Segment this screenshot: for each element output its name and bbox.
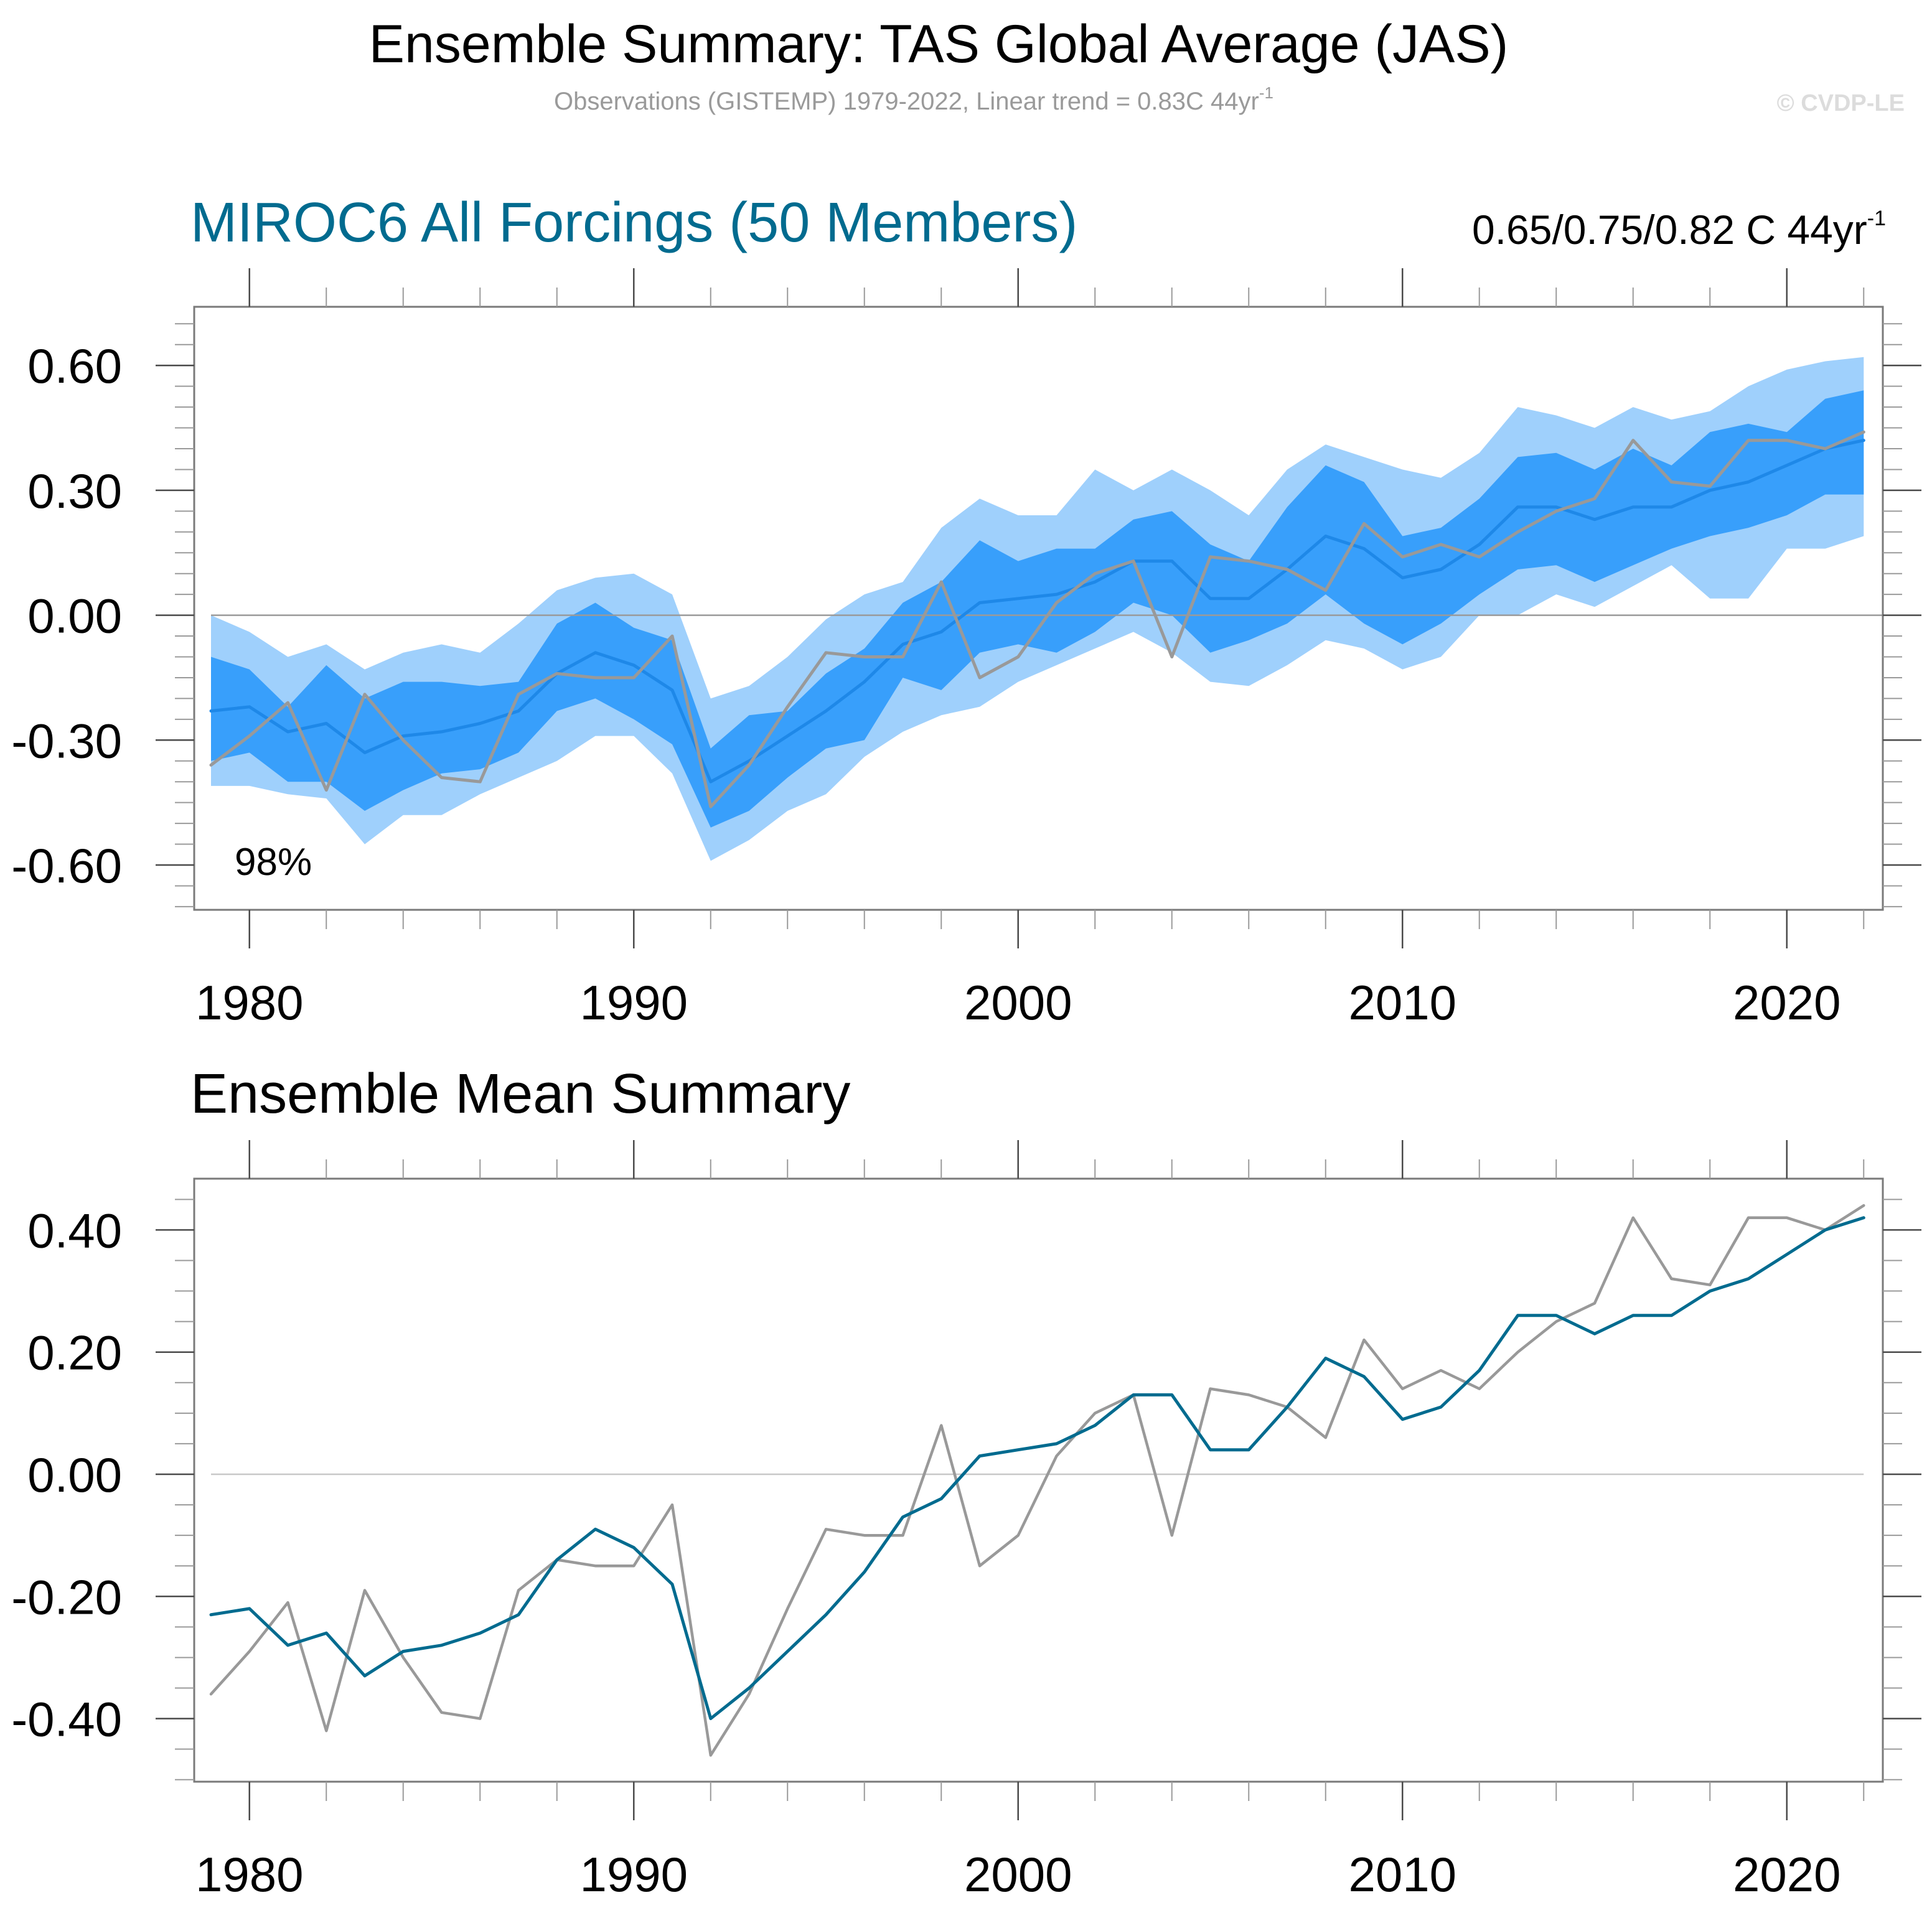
panel-title-miroc6: MIROC6 All Forcings (50 Members) bbox=[190, 192, 1077, 254]
ensemble-mean-line bbox=[209, 439, 1865, 783]
plot-area-top: 0.60 0.30 0.00 -0.30 -0.60 1980 1990 2000 2010 20… bbox=[11, 268, 1921, 1030]
x-tick-label: 2000 bbox=[964, 1847, 1072, 1902]
x-tick-label: 2010 bbox=[1348, 975, 1456, 1030]
trend-range-text: 0.65/0.75/0.82 C 44yr bbox=[1472, 207, 1867, 253]
y-tick-label: 0.60 bbox=[27, 339, 122, 393]
observations-line bbox=[209, 430, 1865, 808]
percent-annotation: 98% bbox=[235, 841, 312, 884]
y-tick-label: -0.20 bbox=[11, 1569, 122, 1624]
y-tick-label: 0.30 bbox=[27, 464, 122, 518]
trend-range-sup: -1 bbox=[1867, 207, 1886, 230]
ensemble-mean-line bbox=[209, 1216, 1865, 1721]
y-tick-label: -0.30 bbox=[11, 713, 122, 768]
x-tick-label: 1980 bbox=[195, 1847, 304, 1902]
x-tick-label: 2000 bbox=[964, 975, 1072, 1030]
plot-frame bbox=[193, 1177, 1884, 1783]
y-tick-label: 0.00 bbox=[27, 589, 122, 643]
x-tick-label: 1990 bbox=[579, 975, 688, 1030]
inner-range-band bbox=[211, 390, 1864, 828]
figure-subtitle-sup: -1 bbox=[1259, 83, 1273, 102]
observations-line bbox=[209, 1204, 1865, 1757]
figure-title: Ensemble Summary: TAS Global Average (JA… bbox=[369, 14, 1509, 74]
copyright-label: © CVDP-LE bbox=[1777, 90, 1905, 116]
ensemble-summary-panel: MIROC6 All Forcings (50 Members) 0.65/0.… bbox=[11, 192, 1921, 1030]
figure-subtitle-text: Observations (GISTEMP) 1979-2022, Linear… bbox=[554, 88, 1259, 115]
y-tick-label: 0.00 bbox=[27, 1448, 122, 1502]
x-tick-label: 1990 bbox=[579, 1847, 688, 1902]
x-tick-label: 2020 bbox=[1733, 1847, 1841, 1902]
x-tick-label: 2020 bbox=[1733, 975, 1841, 1030]
y-tick-label: -0.60 bbox=[11, 838, 122, 893]
figure-subtitle: Observations (GISTEMP) 1979-2022, Linear… bbox=[554, 83, 1273, 115]
ensemble-mean-panel: Ensemble Mean Summary 0.40 0.20 0.00 -0.20 -… bbox=[11, 1063, 1921, 1902]
x-tick-label: 1980 bbox=[195, 975, 304, 1030]
trend-range-label: 0.65/0.75/0.82 C 44yr-1 bbox=[1472, 207, 1886, 253]
panel-title-ensemble-mean: Ensemble Mean Summary bbox=[190, 1063, 850, 1125]
x-tick-label: 2010 bbox=[1348, 1847, 1456, 1902]
y-tick-label: 0.20 bbox=[27, 1326, 122, 1380]
y-tick-label: 0.40 bbox=[27, 1203, 122, 1258]
plot-frame bbox=[193, 306, 1884, 911]
plot-area-bottom: 0.40 0.20 0.00 -0.20 -0.40 1980 1990 2000 2010 20… bbox=[11, 1140, 1921, 1902]
y-tick-label: -0.40 bbox=[11, 1692, 122, 1747]
